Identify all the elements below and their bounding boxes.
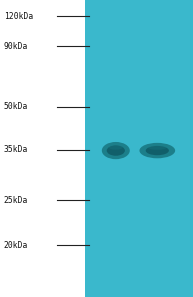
Text: 50kDa: 50kDa [4, 102, 28, 111]
Ellipse shape [107, 146, 125, 156]
Ellipse shape [139, 143, 175, 158]
Text: 35kDa: 35kDa [4, 146, 28, 154]
Ellipse shape [102, 142, 130, 159]
Text: 120kDa: 120kDa [4, 12, 33, 21]
Text: 90kDa: 90kDa [4, 42, 28, 50]
Text: 25kDa: 25kDa [4, 196, 28, 205]
Ellipse shape [109, 145, 123, 150]
Bar [0, 0, 85, 297]
Text: 20kDa: 20kDa [4, 241, 28, 249]
Ellipse shape [146, 146, 169, 155]
Ellipse shape [148, 146, 166, 150]
Bar [85, 0, 193, 297]
